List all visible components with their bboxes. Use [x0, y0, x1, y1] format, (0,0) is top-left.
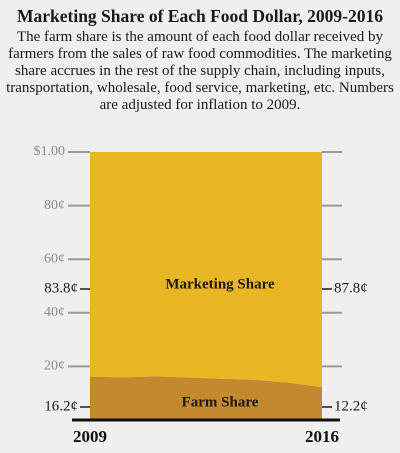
y-tick-label: 20¢ [44, 359, 65, 374]
area [90, 152, 322, 388]
y-tick-label: $1.00 [34, 144, 66, 159]
chart-subtitle: The farm share is the amount of each foo… [6, 29, 394, 113]
y-tick-label: 40¢ [44, 305, 65, 320]
chart-title: Marketing Share of Each Food Dollar, 200… [16, 6, 384, 26]
value-label: 87.8¢ [334, 280, 368, 296]
x-tick-label: 2009 [73, 427, 107, 446]
area [90, 376, 322, 420]
y-tick-label: 80¢ [44, 198, 65, 213]
series-label: Farm Share [182, 394, 259, 410]
header: Marketing Share of Each Food Dollar, 200… [0, 6, 400, 114]
value-label: 12.2¢ [334, 398, 368, 414]
y-tick-label: 60¢ [44, 251, 65, 266]
value-label: 83.8¢ [44, 280, 78, 296]
value-label: 16.2¢ [44, 398, 78, 414]
x-tick-label: 2016 [305, 427, 339, 446]
series-label: Marketing Share [165, 276, 275, 292]
